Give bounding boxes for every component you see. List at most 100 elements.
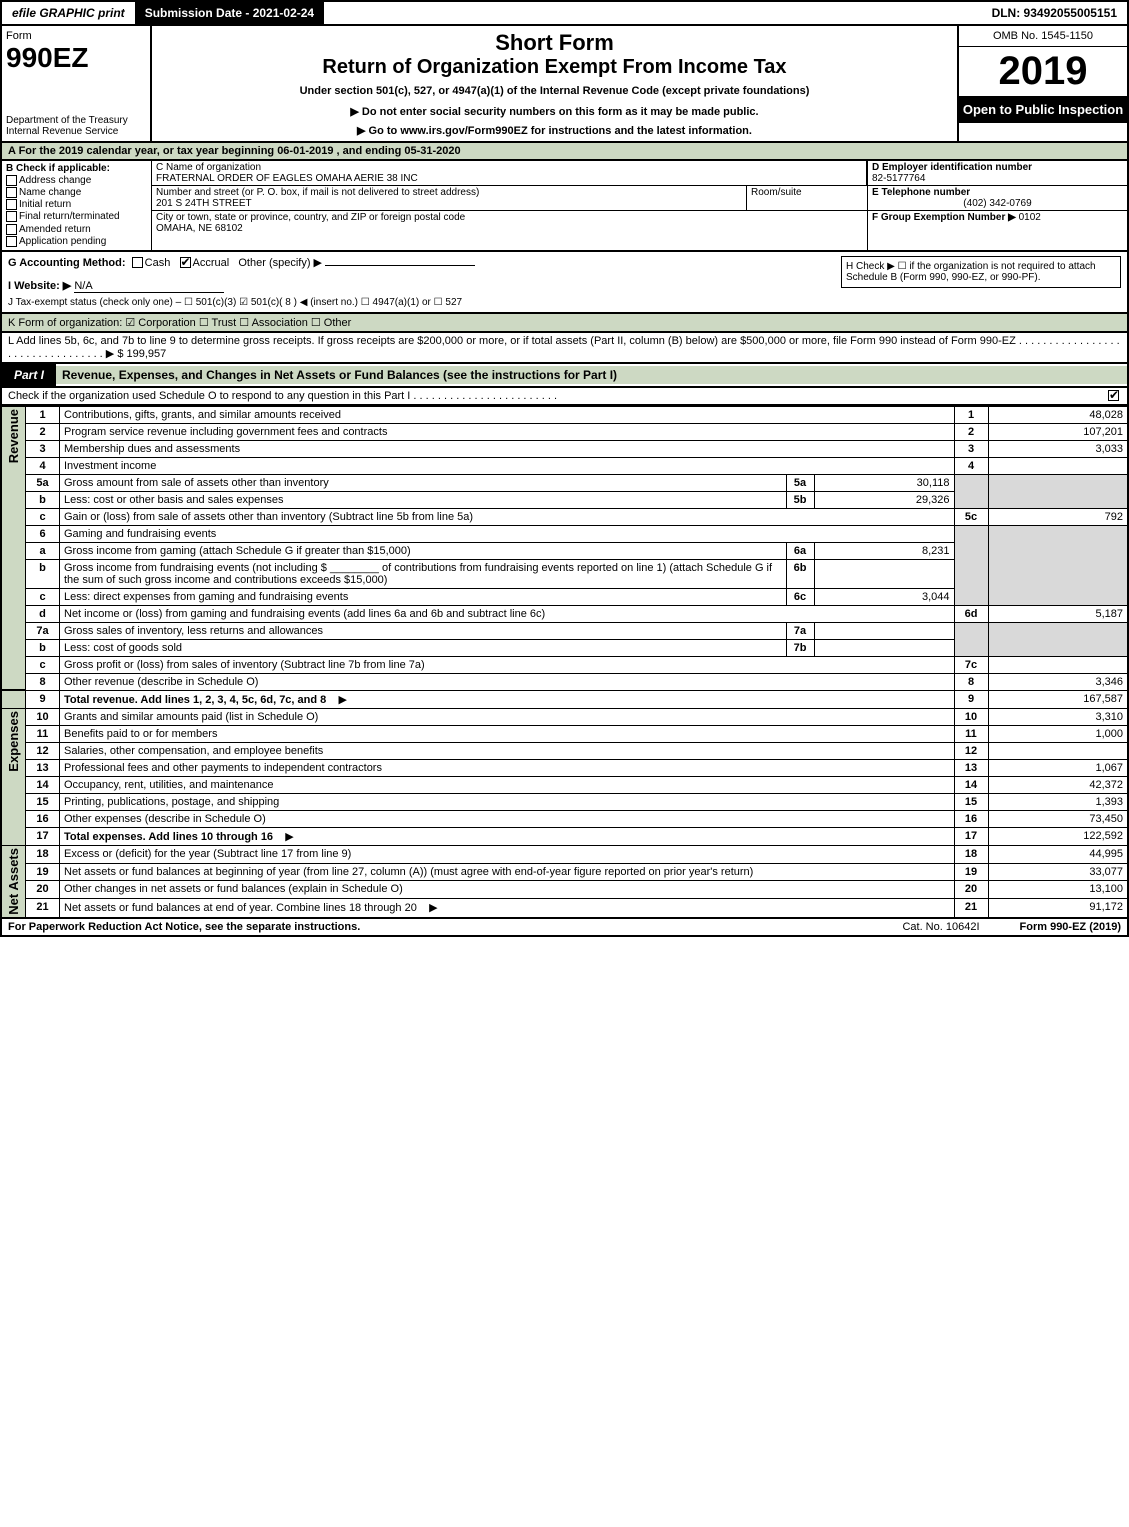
org-name: FRATERNAL ORDER OF EAGLES OMAHA AERIE 38… <box>156 173 862 184</box>
l15-desc: Printing, publications, postage, and shi… <box>60 793 955 810</box>
l17-desc-cell: Total expenses. Add lines 10 through 16 … <box>60 827 955 845</box>
l5ab-grey-amt <box>988 474 1128 508</box>
efile-label[interactable]: efile GRAPHIC print <box>2 2 135 24</box>
cb-final-return-label: Final return/terminated <box>19 212 120 223</box>
l20-desc: Other changes in net assets or fund bala… <box>60 881 955 899</box>
cb-initial-return[interactable]: Initial return <box>6 199 147 210</box>
l8-desc: Other revenue (describe in Schedule O) <box>60 673 955 690</box>
omb-number: OMB No. 1545-1150 <box>959 26 1127 47</box>
l12-col: 12 <box>954 742 988 759</box>
l2-amt: 107,201 <box>988 423 1128 440</box>
line-a: A For the 2019 calendar year, or tax yea… <box>0 143 1129 161</box>
l7ab-grey-amt <box>988 622 1128 656</box>
cb-accrual[interactable] <box>180 257 191 268</box>
box-e-label: E Telephone number <box>872 187 1123 198</box>
line-j: J Tax-exempt status (check only one) – ☐… <box>8 297 1121 308</box>
row-2: 2 Program service revenue including gove… <box>1 423 1128 440</box>
l4-no: 4 <box>26 457 60 474</box>
l5b-sub: 5b <box>786 491 814 508</box>
row-20: 20 Other changes in net assets or fund b… <box>1 881 1128 899</box>
part1-title: Revenue, Expenses, and Changes in Net As… <box>56 366 1127 384</box>
l3-col: 3 <box>954 440 988 457</box>
cb-name-change[interactable]: Name change <box>6 187 147 198</box>
l16-col: 16 <box>954 810 988 827</box>
l13-amt: 1,067 <box>988 759 1128 776</box>
l6d-desc: Net income or (loss) from gaming and fun… <box>60 605 955 622</box>
box-b-header: B Check if applicable: <box>6 163 147 174</box>
l14-no: 14 <box>26 776 60 793</box>
l9-no: 9 <box>26 690 60 708</box>
l19-col: 19 <box>954 863 988 881</box>
l14-col: 14 <box>954 776 988 793</box>
l6b-sub: 6b <box>786 559 814 588</box>
header-mid: Short Form Return of Organization Exempt… <box>152 26 957 141</box>
l16-desc: Other expenses (describe in Schedule O) <box>60 810 955 827</box>
box-f-label: F Group Exemption Number ▶ <box>872 212 1016 223</box>
cb-amended-return-label: Amended return <box>19 224 91 235</box>
l9-col: 9 <box>954 690 988 708</box>
l7b-sub: 7b <box>786 639 814 656</box>
row-5a: 5a Gross amount from sale of assets othe… <box>1 474 1128 491</box>
row-8: 8 Other revenue (describe in Schedule O)… <box>1 673 1128 690</box>
l13-desc: Professional fees and other payments to … <box>60 759 955 776</box>
l2-col: 2 <box>954 423 988 440</box>
l7b-no: b <box>26 639 60 656</box>
l7a-sub: 7a <box>786 622 814 639</box>
l16-amt: 73,450 <box>988 810 1128 827</box>
cb-amended-return[interactable]: Amended return <box>6 224 147 235</box>
l4-col: 4 <box>954 457 988 474</box>
form-title: Return of Organization Exempt From Incom… <box>156 56 953 79</box>
expenses-label: Expenses <box>6 711 21 772</box>
website-value: N/A <box>74 280 224 293</box>
l17-desc: Total expenses. Add lines 10 through 16 <box>64 831 273 843</box>
l10-no: 10 <box>26 708 60 725</box>
group-exemption: 0102 <box>1019 212 1041 223</box>
header-right: OMB No. 1545-1150 2019 Open to Public In… <box>957 26 1127 141</box>
tax-year: 2019 <box>959 47 1127 96</box>
cb-address-change[interactable]: Address change <box>6 175 147 186</box>
cb-application-pending[interactable]: Application pending <box>6 236 147 247</box>
row-9: 9 Total revenue. Add lines 1, 2, 3, 4, 5… <box>1 690 1128 708</box>
row-13: 13 Professional fees and other payments … <box>1 759 1128 776</box>
l18-amt: 44,995 <box>988 845 1128 863</box>
l1-desc: Contributions, gifts, grants, and simila… <box>60 406 955 423</box>
short-form-label: Short Form <box>156 30 953 56</box>
l8-amt: 3,346 <box>988 673 1128 690</box>
cb-cash[interactable] <box>132 257 143 268</box>
cb-name-change-label: Name change <box>19 187 81 198</box>
ein: 82-5177764 <box>872 173 1123 184</box>
row-3: 3 Membership dues and assessments 3 3,03… <box>1 440 1128 457</box>
l9-desc: Total revenue. Add lines 1, 2, 3, 4, 5c,… <box>64 694 326 706</box>
l17-no: 17 <box>26 827 60 845</box>
org-city: OMAHA, NE 68102 <box>156 223 863 234</box>
l5b-no: b <box>26 491 60 508</box>
l5a-no: 5a <box>26 474 60 491</box>
cb-final-return[interactable]: Final return/terminated <box>6 211 147 222</box>
row-11: 11 Benefits paid to or for members 11 1,… <box>1 725 1128 742</box>
box-d-label: D Employer identification number <box>872 162 1123 173</box>
l15-amt: 1,393 <box>988 793 1128 810</box>
l11-col: 11 <box>954 725 988 742</box>
l3-no: 3 <box>26 440 60 457</box>
ghij-block: H Check ▶ ☐ if the organization is not r… <box>0 252 1129 314</box>
revenue-label: Revenue <box>6 409 21 463</box>
l1-amt: 48,028 <box>988 406 1128 423</box>
line-l-text: L Add lines 5b, 6c, and 7b to line 9 to … <box>8 335 1120 360</box>
l6b-subval <box>814 559 954 588</box>
row-6d: d Net income or (loss) from gaming and f… <box>1 605 1128 622</box>
cb-other-label: Other (specify) ▶ <box>238 257 322 269</box>
l15-no: 15 <box>26 793 60 810</box>
goto-link[interactable]: ▶ Go to www.irs.gov/Form990EZ for instru… <box>156 124 953 137</box>
other-specify-input[interactable] <box>325 265 475 266</box>
org-address: 201 S 24TH STREET <box>156 198 742 209</box>
l7b-desc: Less: cost of goods sold <box>60 639 787 656</box>
l1-no: 1 <box>26 406 60 423</box>
row-12: 12 Salaries, other compensation, and emp… <box>1 742 1128 759</box>
cb-sched-o[interactable] <box>1108 390 1119 401</box>
l12-amt <box>988 742 1128 759</box>
l8-no: 8 <box>26 673 60 690</box>
l6a-subval: 8,231 <box>814 542 954 559</box>
form-header: Form 990EZ Department of the Treasury In… <box>0 26 1129 143</box>
l19-no: 19 <box>26 863 60 881</box>
l19-desc: Net assets or fund balances at beginning… <box>60 863 955 881</box>
